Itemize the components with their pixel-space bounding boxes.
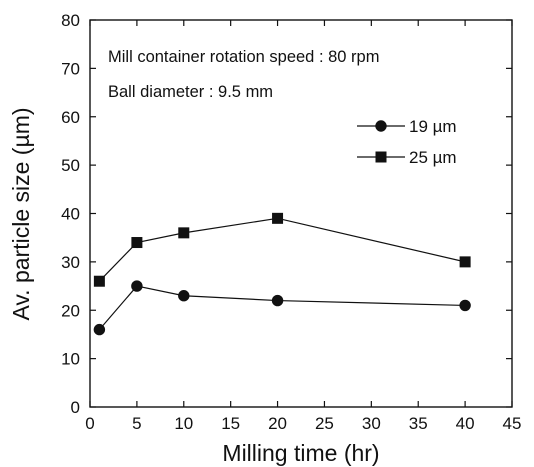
- y-tick-label: 70: [61, 59, 80, 78]
- legend: 19 µm 25 µm: [357, 117, 457, 167]
- plot-frame: [89, 19, 513, 408]
- x-tick-label: 5: [132, 414, 141, 433]
- y-tick-label: 80: [61, 11, 80, 30]
- x-tick-label: 0: [85, 414, 94, 433]
- data-point-circle: [271, 294, 284, 307]
- x-tick-label: 15: [221, 414, 240, 433]
- series-line: [98, 285, 466, 330]
- data-point-circle: [93, 323, 106, 336]
- data-point-square: [131, 237, 143, 249]
- x-tick-label: 30: [362, 414, 381, 433]
- data-point-square: [459, 256, 471, 268]
- legend-label-19um: 19 µm: [409, 117, 457, 136]
- series-line: [98, 217, 466, 282]
- x-tick-label: 20: [268, 414, 287, 433]
- data-point-square: [272, 212, 284, 224]
- x-tick-label: 40: [456, 414, 475, 433]
- x-axis-ticks: 0 5 10 15 20 25 30 35 40 45: [85, 20, 521, 433]
- data-point-circle: [131, 280, 143, 292]
- y-tick-label: 0: [71, 398, 80, 417]
- series-0: [93, 280, 471, 336]
- annotation-rotation-speed: Mill container rotation speed : 80 rpm: [108, 48, 379, 66]
- data-point-square: [178, 227, 190, 239]
- legend-marker-19um: [375, 120, 387, 132]
- legend-label-25um: 25 µm: [409, 148, 457, 167]
- data-series-layer: [93, 212, 471, 336]
- y-axis-label: Av. particle size (µm): [8, 107, 34, 320]
- series-1: [93, 212, 471, 287]
- y-tick-label: 20: [61, 301, 80, 320]
- y-tick-label: 40: [61, 205, 80, 224]
- y-tick-label: 30: [61, 253, 80, 272]
- data-point-circle: [459, 299, 471, 312]
- x-tick-label: 35: [409, 414, 428, 433]
- x-tick-label: 10: [174, 414, 193, 433]
- y-tick-label: 60: [61, 108, 80, 127]
- data-point-circle: [178, 290, 190, 302]
- y-axis-ticks: 0 10 20 30 40 50 60 70 80: [61, 11, 512, 417]
- annotation-ball-diameter: Ball diameter : 9.5 mm: [108, 83, 273, 101]
- data-point-square: [93, 275, 105, 287]
- y-tick-label: 10: [61, 350, 80, 369]
- x-tick-label: 25: [315, 414, 334, 433]
- x-tick-label: 45: [503, 414, 522, 433]
- legend-marker-25um: [375, 151, 387, 163]
- x-axis-label: Milling time (hr): [222, 440, 379, 466]
- y-tick-label: 50: [61, 156, 80, 175]
